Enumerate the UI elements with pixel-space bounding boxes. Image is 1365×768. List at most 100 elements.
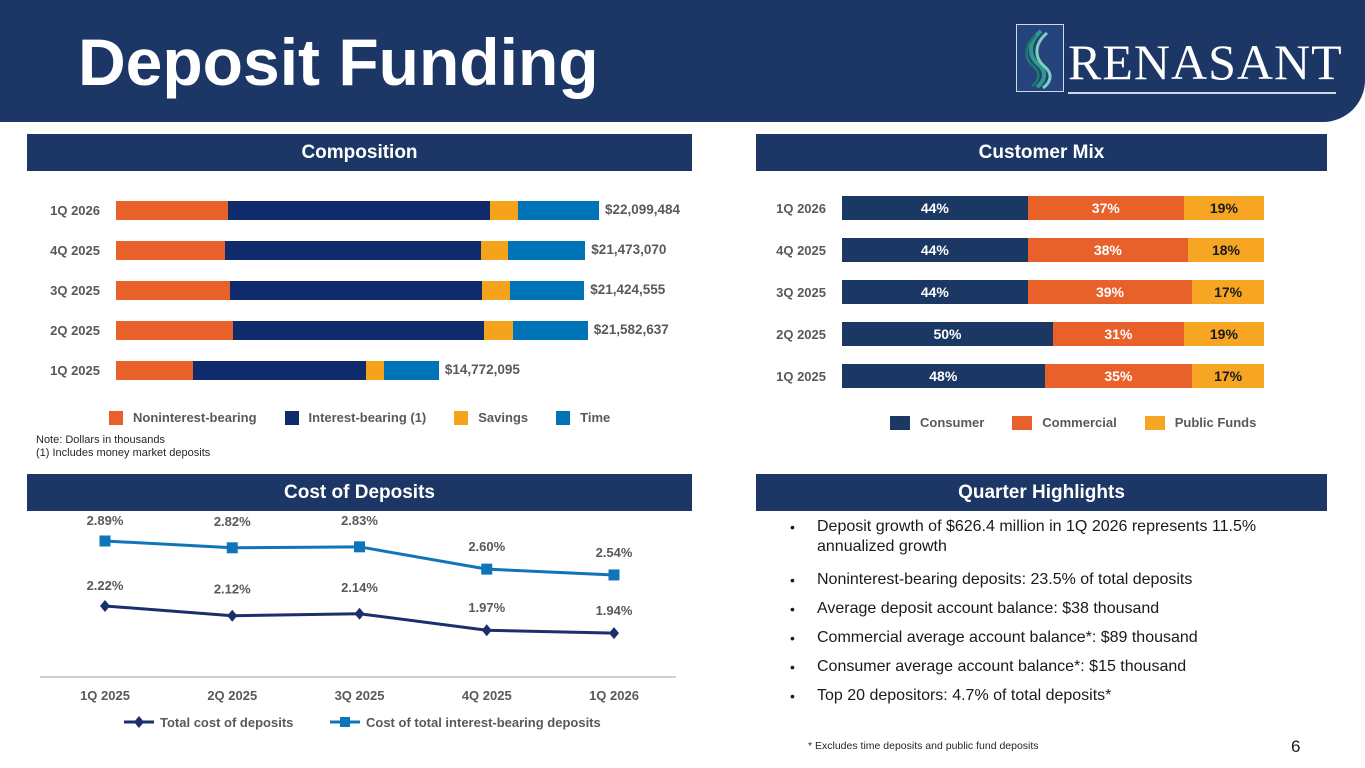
renasant-logo: RENASANT: [1016, 22, 1342, 96]
composition-bar-noninterest-bearing: [116, 201, 228, 220]
bullet-icon: •: [790, 519, 795, 535]
logo-underline: [1068, 92, 1336, 94]
composition-total-label: $14,772,095: [444, 362, 520, 377]
legend-item-savings: Savings: [454, 410, 528, 425]
composition-total-label: $21,424,555: [590, 282, 666, 297]
mix-bar-consumer: [842, 280, 1028, 304]
mix-category-label: 1Q 2026: [776, 201, 826, 216]
legend-item-interest-bearing-1: Interest-bearing (1): [284, 410, 426, 425]
note-money-market: (1) Includes money market deposits: [36, 447, 211, 459]
x-tick-label: 1Q 2026: [589, 688, 639, 703]
composition-bar-savings: [489, 201, 518, 220]
composition-category-label: 4Q 2025: [50, 243, 100, 258]
legend-item-time: Time: [556, 410, 610, 425]
legend-item-commercial: Commercial: [1012, 415, 1117, 430]
highlight-text: Average deposit account balance: $38 tho…: [817, 600, 1160, 617]
mix-data-label: 19%: [1209, 200, 1238, 216]
mix-category-label: 4Q 2025: [776, 243, 826, 258]
composition-bar-time: [509, 281, 585, 300]
data-label: 2.12%: [214, 582, 251, 597]
mix-data-label: 44%: [920, 200, 949, 216]
composition-bar-savings: [481, 281, 510, 300]
mix-bar-consumer: [842, 322, 1053, 346]
composition-bar-interest-bearing-1: [192, 361, 366, 380]
mix-bar-public-funds: [1183, 322, 1264, 346]
composition-note: Note: Dollars in thousands (1) Includes …: [36, 434, 210, 460]
legend-label: Public Funds: [1174, 415, 1257, 430]
mix-bar-consumer: [842, 364, 1045, 388]
data-point-square: [354, 541, 365, 553]
section-header-quarter-highlights: Quarter Highlights: [756, 474, 1327, 511]
mix-bar-public-funds: [1192, 280, 1264, 304]
legend-diamond-marker: [134, 716, 144, 728]
legend-swatch: [109, 410, 123, 425]
data-label: 2.82%: [214, 514, 251, 529]
composition-bar-noninterest-bearing: [116, 281, 230, 300]
x-tick-label: 3Q 2025: [335, 688, 385, 703]
logo-wordmark: RENASANT: [1068, 34, 1343, 90]
mix-bar-commercial: [1027, 196, 1184, 220]
mix-bar-public-funds: [1183, 196, 1264, 220]
composition-bar-time: [512, 321, 588, 340]
composition-total-label: $21,582,637: [593, 322, 669, 337]
mix-data-label: 17%: [1214, 368, 1243, 384]
legend-label: Cost of total interest-bearing deposits: [366, 715, 601, 730]
mix-data-label: 18%: [1211, 242, 1241, 258]
mix-data-label: 48%: [929, 368, 958, 384]
data-label: 1.97%: [468, 600, 505, 615]
data-label: 2.60%: [468, 539, 505, 554]
mix-data-label: 35%: [1104, 368, 1133, 384]
data-point-square: [99, 535, 111, 547]
highlight-item: • Top 20 depositors: 4.7% of total deposi…: [790, 686, 1320, 706]
data-point-diamond: [481, 624, 492, 637]
legend-square-marker: [340, 717, 350, 727]
mix-category-label: 1Q 2025: [776, 369, 826, 384]
legend-label: Savings: [478, 410, 529, 425]
composition-bar-noninterest-bearing: [116, 361, 193, 380]
section-header-cost-of-deposits: Cost of Deposits: [27, 474, 692, 511]
data-point-diamond: [609, 627, 619, 640]
composition-category-label: 1Q 2025: [50, 363, 100, 378]
composition-bar-time: [507, 241, 586, 260]
data-point-diamond: [100, 599, 110, 612]
section-header-customer-mix: Customer Mix: [756, 134, 1327, 171]
data-label: 2.54%: [596, 545, 633, 560]
highlight-text: Deposit growth of $626.4 million in 1Q 2…: [817, 518, 1257, 555]
customer-mix-legend: Consumer Commercial Public Funds: [890, 415, 1284, 430]
bullet-icon: •: [790, 572, 795, 588]
bullet-icon: •: [790, 630, 795, 646]
data-label: 1.94%: [596, 603, 633, 618]
legend-swatch: [556, 410, 571, 425]
legend-label: Commercial: [1042, 415, 1117, 430]
highlight-text: Commercial average account balance*: $89…: [817, 629, 1198, 646]
legend-swatch: [454, 410, 469, 425]
composition-bar-savings: [365, 361, 384, 380]
mix-data-label: 37%: [1091, 200, 1120, 216]
data-point-square: [481, 563, 493, 575]
composition-total-label: $22,099,484: [604, 202, 681, 217]
bullet-icon: •: [790, 659, 795, 675]
composition-bar-savings: [480, 241, 508, 260]
composition-category-label: 3Q 2025: [50, 283, 100, 298]
mix-category-label: 2Q 2025: [776, 327, 826, 342]
legend-swatch: [1144, 415, 1165, 430]
quarter-highlights-list: • Deposit growth of $626.4 million in 1Q …: [790, 517, 1320, 715]
mix-data-label: 44%: [920, 242, 949, 258]
legend-swatch: [284, 410, 299, 425]
mix-data-label: 17%: [1214, 284, 1243, 300]
page-number: 6: [1291, 737, 1301, 756]
mix-data-label: 38%: [1093, 242, 1122, 258]
composition-category-label: 1Q 2026: [50, 203, 100, 218]
legend-label: Time: [580, 410, 611, 425]
data-label: 2.22%: [87, 578, 124, 593]
highlight-item: • Average deposit account balance: $38 th…: [790, 599, 1320, 619]
data-label: 2.83%: [341, 513, 378, 528]
composition-bar-interest-bearing-1: [229, 281, 482, 300]
bullet-icon: •: [790, 601, 795, 617]
highlight-item: • Deposit growth of $626.4 million in 1Q …: [790, 517, 1320, 557]
mix-category-label: 3Q 2025: [776, 285, 826, 300]
data-point-diamond: [354, 607, 365, 620]
mix-bar-public-funds: [1192, 364, 1264, 388]
mix-bar-commercial: [1044, 364, 1193, 388]
note-dollars-in-thousands: Note: Dollars in thousands: [36, 434, 166, 446]
